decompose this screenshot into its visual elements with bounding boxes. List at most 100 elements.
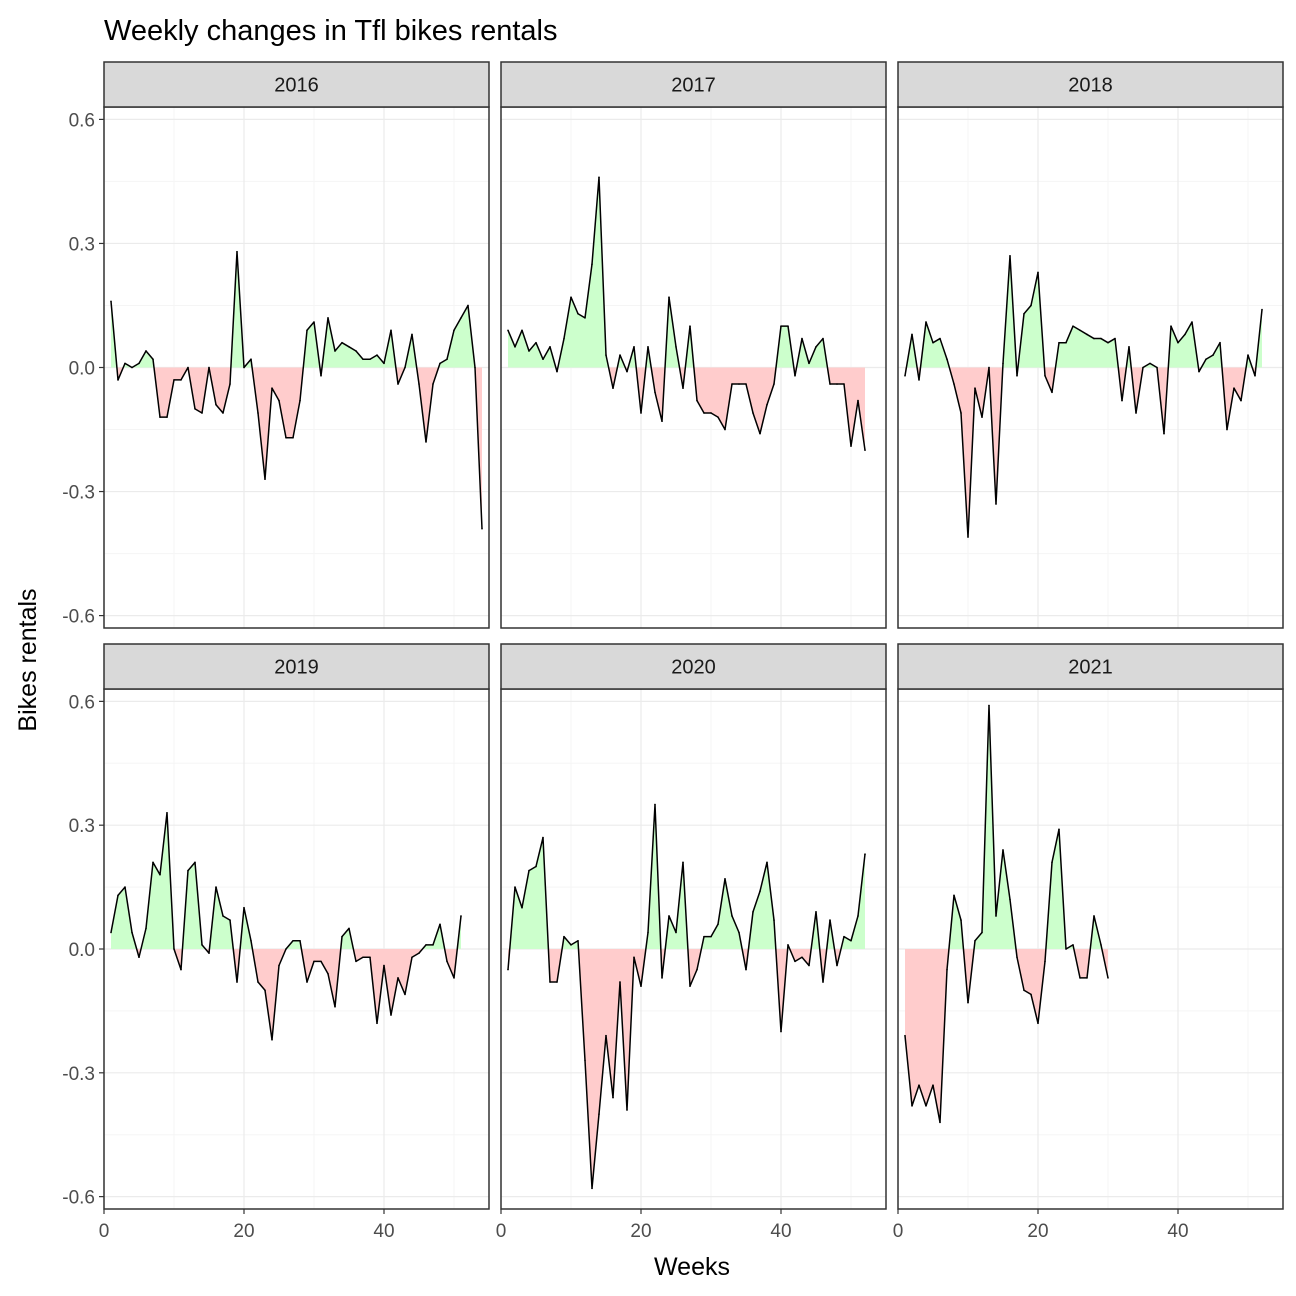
negative-area	[690, 949, 697, 987]
data-point	[829, 383, 831, 385]
negative-area	[307, 949, 314, 983]
facet-panel-2019: 2019 0.6 0.3 0.0 -0.3 -0.60 20 40	[62, 643, 490, 1242]
data-point	[180, 379, 182, 381]
data-point	[808, 964, 810, 967]
positive-area	[349, 346, 356, 368]
negative-area	[550, 949, 557, 983]
data-point	[514, 886, 516, 888]
data-point	[180, 968, 182, 971]
data-point	[285, 948, 287, 950]
positive-area	[223, 915, 230, 949]
data-point	[418, 952, 420, 954]
data-point	[563, 935, 565, 938]
data-point	[745, 968, 747, 971]
data-point	[815, 346, 817, 348]
data-point	[1233, 387, 1235, 389]
data-point	[801, 337, 803, 340]
data-point	[925, 1105, 927, 1107]
positive-area	[461, 305, 468, 368]
data-point	[570, 296, 572, 299]
data-point	[117, 379, 119, 381]
positive-area	[718, 878, 725, 949]
positive-area	[571, 297, 578, 368]
data-point	[1135, 412, 1137, 414]
data-point	[166, 416, 168, 418]
data-point	[1065, 341, 1067, 344]
data-point	[556, 370, 558, 373]
negative-area	[1024, 949, 1031, 995]
data-point	[1065, 948, 1067, 950]
positive-area	[293, 940, 300, 949]
data-point	[808, 362, 810, 365]
positive-area	[753, 891, 760, 949]
data-point	[173, 379, 175, 381]
positive-area	[1052, 829, 1059, 949]
data-point	[1247, 354, 1249, 356]
data-point	[271, 387, 273, 389]
data-point	[605, 354, 607, 356]
negative-area	[802, 949, 809, 966]
data-point	[152, 358, 154, 361]
data-point	[236, 250, 238, 253]
data-point	[661, 977, 663, 979]
data-point	[1072, 325, 1074, 327]
data-point	[731, 915, 733, 917]
data-point	[145, 927, 147, 930]
data-point	[474, 366, 476, 369]
data-point	[201, 412, 203, 414]
negative-area	[363, 949, 370, 958]
facet-strip	[103, 643, 490, 690]
positive-area	[725, 878, 732, 949]
data-point	[1114, 337, 1116, 340]
data-point	[918, 379, 920, 381]
y-tick-label: 0.3	[69, 816, 95, 837]
data-point	[341, 341, 343, 344]
positive-area	[529, 866, 536, 949]
positive-area	[342, 928, 349, 949]
data-point	[932, 1084, 934, 1086]
positive-area	[1087, 334, 1094, 368]
data-point	[194, 861, 196, 864]
data-point	[738, 383, 740, 385]
data-point	[411, 333, 413, 336]
negative-area	[711, 367, 718, 418]
data-point	[320, 960, 322, 963]
data-point	[334, 350, 336, 352]
data-point	[362, 358, 364, 361]
data-point	[703, 935, 705, 938]
data-point	[689, 985, 691, 987]
positive-area	[1108, 338, 1115, 368]
data-point	[376, 1022, 378, 1025]
positive-area	[508, 330, 515, 368]
positive-area	[216, 887, 223, 949]
x-tick-label: 0	[893, 1221, 904, 1242]
data-point	[626, 1109, 628, 1111]
positive-area	[515, 330, 522, 368]
positive-area	[585, 264, 592, 368]
positive-area	[1003, 849, 1010, 949]
data-point	[432, 383, 434, 385]
negative-area	[160, 367, 167, 418]
data-point	[974, 939, 976, 942]
data-point	[850, 939, 852, 942]
data-point	[857, 399, 859, 402]
data-point	[939, 337, 941, 340]
y-tick-label: -0.3	[62, 483, 95, 504]
data-point	[717, 416, 719, 418]
data-point	[278, 964, 280, 967]
data-point	[605, 1034, 607, 1037]
data-point	[904, 374, 906, 377]
data-point	[369, 956, 371, 959]
data-point	[383, 964, 385, 967]
data-point	[752, 911, 754, 913]
negative-area	[1080, 949, 1087, 978]
data-point	[633, 956, 635, 959]
positive-area	[536, 837, 543, 949]
data-point	[738, 931, 740, 934]
data-point	[208, 952, 210, 954]
data-point	[1107, 341, 1109, 344]
data-point	[1079, 977, 1081, 979]
data-point	[1023, 989, 1025, 992]
data-point	[953, 383, 955, 385]
